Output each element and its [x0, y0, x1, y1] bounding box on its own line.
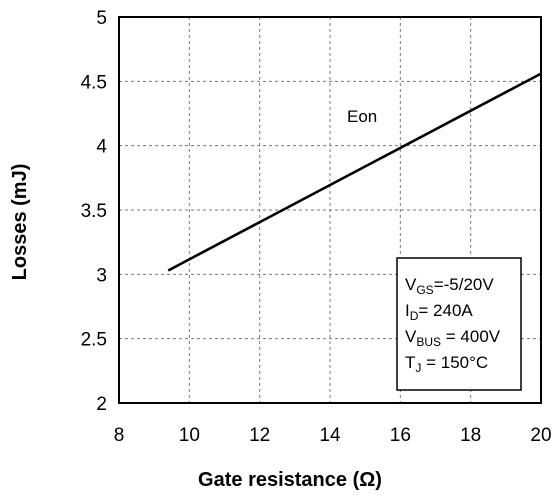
condition-tj: TJ = 150°C: [405, 353, 488, 375]
x-tick-label: 10: [179, 425, 200, 446]
x-tick-label: 20: [530, 425, 551, 446]
y-tick-label: 2: [96, 394, 107, 415]
series-label-eon: Eon: [347, 107, 377, 126]
x-tick-label: 16: [390, 425, 411, 446]
x-tick-label: 18: [460, 425, 481, 446]
y-tick-label: 4: [96, 137, 107, 158]
plot-frame: [118, 16, 542, 404]
conditions-frame: [396, 257, 522, 391]
x-tick-label: 14: [319, 425, 341, 446]
condition-vgs: VGS=-5/20V: [405, 275, 494, 297]
conditions-box: VGS=-5/20V ID= 240A VBUS = 400V TJ = 150…: [396, 257, 522, 391]
series-line-eon: [167, 72, 542, 272]
y-tick-label: 3: [96, 265, 107, 286]
x-tick-label: 8: [114, 425, 125, 446]
y-tick-label: 3.5: [81, 201, 107, 222]
y-tick-labels: 2 2.5 3 3.5 4 4.5 5: [81, 8, 108, 415]
y-tick-label: 2.5: [81, 330, 107, 351]
series: [167, 72, 542, 272]
y-tick-label: 5: [96, 8, 107, 29]
x-tick-labels: 8 10 12 14 16 18 20: [114, 425, 552, 446]
x-tick-label: 12: [249, 425, 270, 446]
condition-vbus: VBUS = 400V: [405, 327, 501, 349]
grid: [119, 17, 541, 403]
condition-id: ID= 240A: [405, 301, 473, 323]
y-tick-label: 4.5: [81, 72, 107, 93]
y-axis-title: Losses (mJ): [9, 164, 31, 281]
x-axis-title: Gate resistance (Ω): [198, 469, 382, 491]
